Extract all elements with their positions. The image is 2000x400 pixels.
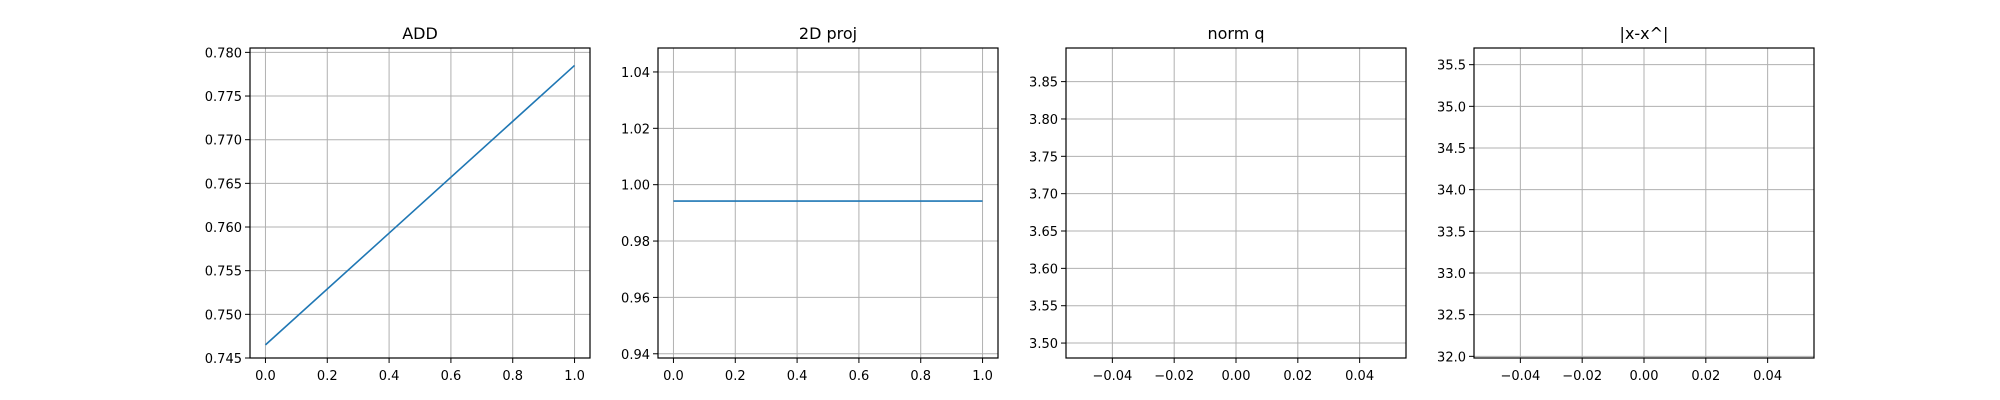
subplot-title: ADD: [402, 24, 438, 43]
x-tick-label: 0.4: [379, 369, 400, 384]
x-tick-label: −0.02: [1154, 369, 1194, 384]
subplot-title: |x-x^|: [1620, 24, 1669, 43]
x-tick-label: −0.04: [1500, 369, 1540, 384]
y-tick-label: 0.760: [205, 221, 242, 236]
x-tick-label: 0.00: [1630, 369, 1659, 384]
plot-frame: [1473, 47, 1815, 359]
x-tick-label: 0.8: [502, 369, 523, 384]
y-tick-label: 3.70: [1029, 188, 1058, 203]
x-tick-label: 1.0: [972, 369, 993, 384]
y-tick-label: 32.0: [1437, 350, 1466, 365]
x-tick-label: 0.04: [1345, 369, 1374, 384]
plot-frame: [1065, 47, 1407, 359]
subplot-title: norm q: [1207, 24, 1264, 43]
y-tick-label: 0.755: [205, 265, 242, 280]
subplot-3: −0.04 −0.02 0.00 0.02 0.04 3.50 3.55 3.60 3.65 3.…: [1029, 24, 1407, 384]
y-tick-label: 0.745: [205, 352, 242, 367]
x-tick-label: 0.6: [849, 369, 870, 384]
subplot-1: 0.0 0.2 0.4 0.6 0.8 1.0 0.745 0.750 0.755 0.760 0.…: [205, 24, 591, 384]
x-tick-label: 0.2: [317, 369, 338, 384]
y-tick-label: 0.770: [205, 134, 242, 149]
y-tick-label: 3.65: [1029, 225, 1058, 240]
y-tick-label: 3.80: [1029, 113, 1058, 128]
y-tick-label: 0.98: [621, 235, 650, 250]
x-tick-label: 0.00: [1222, 369, 1251, 384]
y-tick-label: 33.5: [1437, 225, 1466, 240]
y-tick-label: 0.780: [205, 46, 242, 61]
y-tick-label: 33.0: [1437, 267, 1466, 282]
y-tick-label: 3.60: [1029, 262, 1058, 277]
y-tick-label: 0.94: [621, 348, 650, 363]
subplot-title: 2D proj: [799, 24, 857, 43]
x-tick-label: 0.0: [255, 369, 276, 384]
subplot-2: 0.0 0.2 0.4 0.6 0.8 1.0 0.94 0.96 0.98 1.00 1.02 1.…: [621, 24, 999, 384]
series-line-1: [264, 64, 576, 346]
y-tick-label: 3.50: [1029, 337, 1058, 352]
x-tick-label: 0.8: [910, 369, 931, 384]
y-tick-label: 34.0: [1437, 184, 1466, 199]
y-tick-label: 34.5: [1437, 142, 1466, 157]
y-tick-label: 3.85: [1029, 76, 1058, 91]
x-tick-label: 0.0: [663, 369, 684, 384]
x-tick-label: −0.02: [1562, 369, 1602, 384]
y-tick-label: 1.00: [621, 179, 650, 194]
y-tick-label: 0.96: [621, 291, 650, 306]
x-tick-label: 1.0: [564, 369, 585, 384]
y-tick-label: 1.02: [621, 122, 650, 137]
y-tick-label: 3.75: [1029, 150, 1058, 165]
x-tick-label: −0.04: [1092, 369, 1132, 384]
x-tick-label: 0.4: [787, 369, 808, 384]
x-tick-label: 0.02: [1283, 369, 1312, 384]
subplot-4: −0.04 −0.02 0.00 0.02 0.04 32.0 32.5 33.0 33.5 34…: [1437, 24, 1815, 384]
x-tick-label: 0.02: [1691, 369, 1720, 384]
y-tick-label: 1.04: [621, 66, 650, 81]
y-tick-label: 0.750: [205, 308, 242, 323]
x-tick-label: 0.6: [441, 369, 462, 384]
x-tick-label: 0.2: [725, 369, 746, 384]
y-tick-label: 0.775: [205, 90, 242, 105]
plot-frame: [249, 47, 591, 359]
y-tick-label: 3.55: [1029, 300, 1058, 315]
y-tick-label: 35.0: [1437, 100, 1466, 115]
y-tick-label: 0.765: [205, 177, 242, 192]
y-tick-label: 32.5: [1437, 309, 1466, 324]
y-tick-label: 35.5: [1437, 59, 1466, 74]
plot-frame: [657, 47, 999, 359]
x-tick-label: 0.04: [1753, 369, 1782, 384]
